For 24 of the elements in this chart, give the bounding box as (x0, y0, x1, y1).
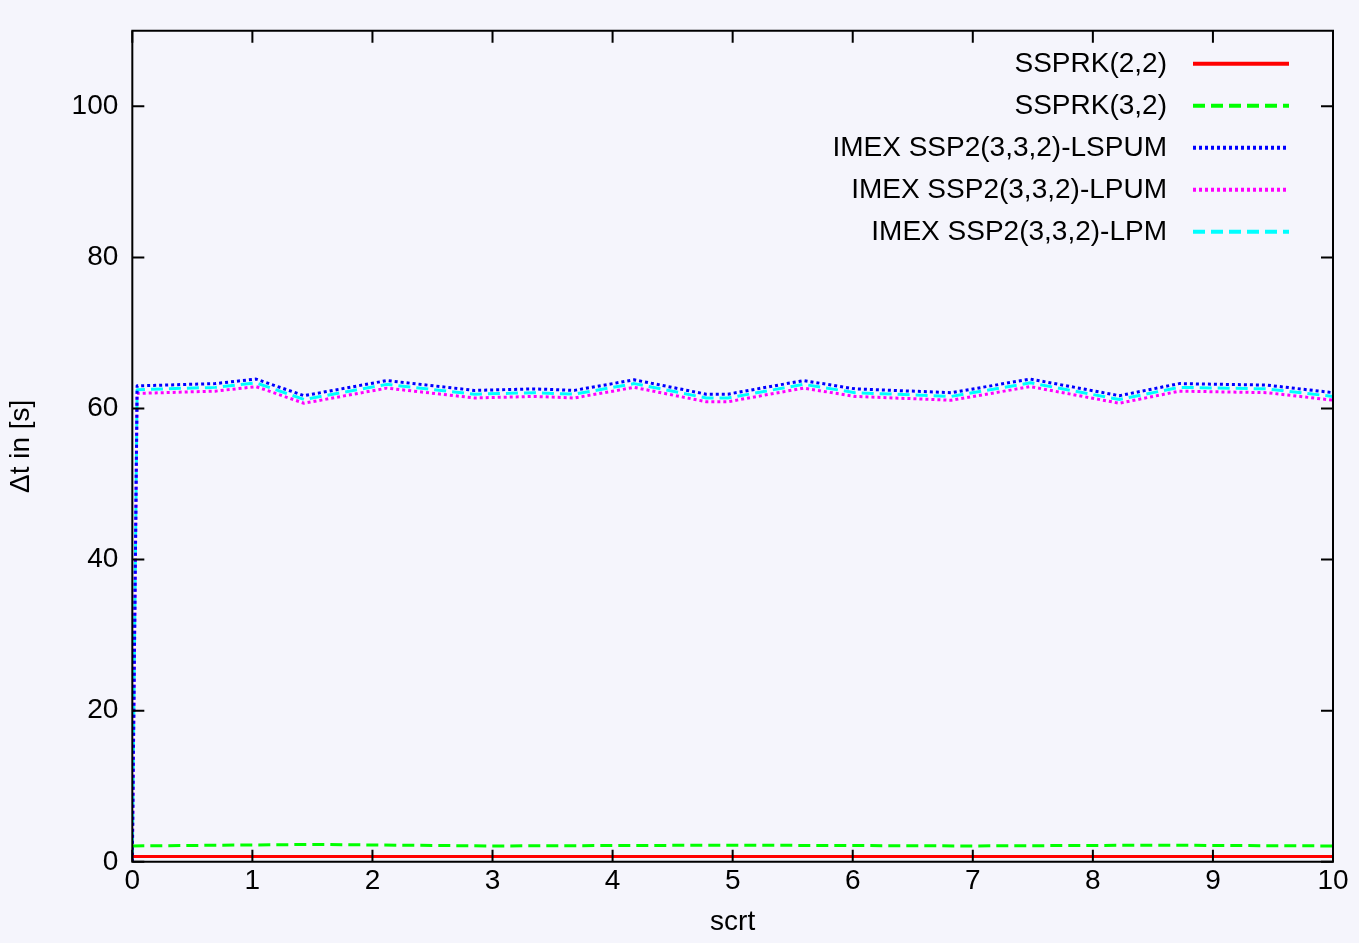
legend-label: SSPRK(2,2) (1014, 46, 1167, 78)
legend-label: IMEX SSP2(3,3,2)-LPM (871, 214, 1167, 246)
legend-label: IMEX SSP2(3,3,2)-LSPUM (832, 130, 1167, 162)
legend-label: IMEX SSP2(3,3,2)-LPUM (851, 172, 1167, 204)
x-tick-label: 8 (1085, 864, 1101, 896)
x-tick-label: 4 (604, 864, 621, 896)
x-tick-label: 1 (244, 864, 261, 896)
y-tick-label: 40 (87, 542, 119, 574)
x-tick-label: 3 (484, 864, 501, 896)
x-tick-label: 7 (965, 864, 981, 896)
x-tick-label: 2 (364, 864, 381, 896)
y-tick-label: 20 (87, 693, 119, 725)
y-tick-label: 100 (71, 89, 119, 121)
legend-label: SSPRK(3,2) (1014, 88, 1167, 120)
x-tick-label: 9 (1205, 864, 1221, 896)
x-tick-label: 5 (724, 864, 741, 896)
x-tick-label: 6 (844, 864, 861, 896)
y-tick-label: 0 (102, 844, 119, 876)
x-axis-title: scrt (710, 904, 756, 936)
y-tick-label: 60 (87, 391, 119, 423)
x-tick-label: 10 (1317, 864, 1349, 896)
y-tick-label: 80 (87, 240, 119, 272)
x-tick-label: 0 (124, 864, 141, 896)
y-axis-title: Δt in [s] (3, 399, 35, 493)
